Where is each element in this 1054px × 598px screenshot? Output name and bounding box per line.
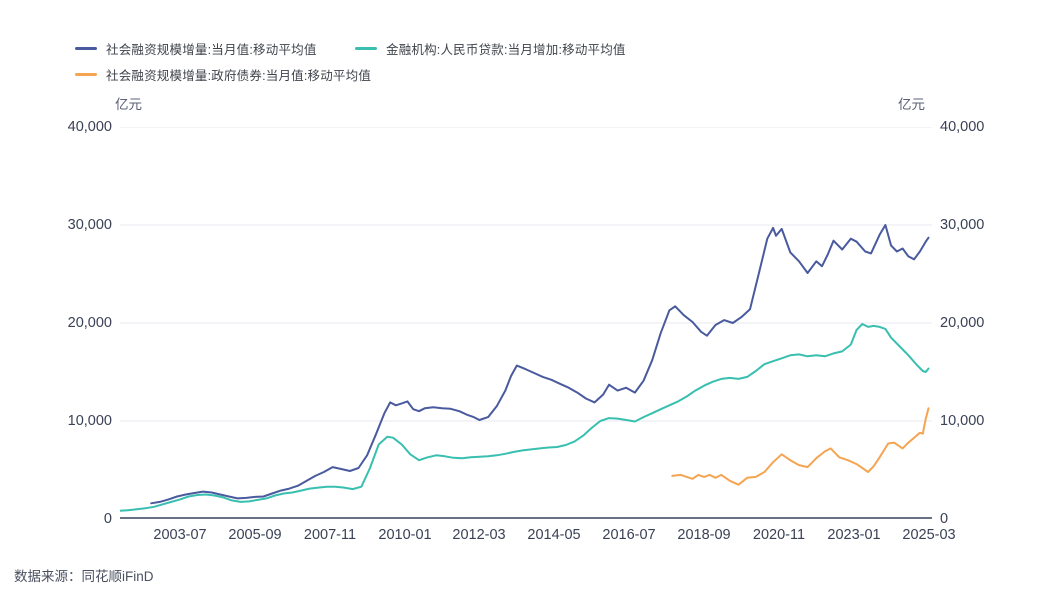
legend-item-govt-bonds[interactable]: 社会融资规模增量:政府债券:当月值:移动平均值 — [75, 66, 372, 83]
x-tick-label: 2007-11 — [303, 527, 357, 543]
y-tick-label-right: 40,000 — [940, 119, 985, 135]
y-tick-label-left: 30,000 — [67, 217, 112, 233]
legend-swatch-orange-icon — [75, 72, 97, 76]
x-tick-label: 2010-01 — [378, 527, 432, 543]
y-tick-label-right: 10,000 — [940, 413, 985, 429]
y-axis-unit-left: 亿元 — [115, 97, 142, 112]
legend-swatch-teal-icon — [355, 46, 377, 50]
y-tick-label-left: 40,000 — [67, 119, 112, 135]
series-line-1 — [119, 323, 930, 512]
y-tick-label-left: 10,000 — [67, 413, 112, 429]
x-tick-label: 2014-05 — [527, 527, 581, 543]
plot-area[interactable] — [119, 126, 932, 519]
x-tick-label: 2012-03 — [452, 527, 506, 543]
x-tick-label: 2020-11 — [752, 527, 806, 543]
legend-label: 社会融资规模增量:政府债券:当月值:移动平均值 — [106, 68, 372, 83]
data-source-note: 数据来源：同花顺iFinD — [14, 569, 154, 584]
legend-label: 社会融资规模增量:当月值:移动平均值 — [106, 42, 317, 57]
y-tick-label-right: 20,000 — [940, 315, 985, 331]
y-tick-label-right: 30,000 — [940, 217, 985, 233]
line-chart-svg — [119, 126, 932, 519]
y-tick-label-left: 20,000 — [67, 315, 112, 331]
y-tick-label-right: 0 — [940, 511, 949, 527]
x-tick-label: 2025-03 — [902, 527, 956, 543]
legend-swatch-navy-icon — [75, 46, 97, 50]
legend-item-social-financing[interactable]: 社会融资规模增量:当月值:移动平均值 — [75, 40, 317, 57]
y-axis-unit-right: 亿元 — [898, 97, 925, 112]
series-line-2 — [671, 407, 930, 486]
legend-label: 金融机构:人民币贷款:当月增加:移动平均值 — [386, 42, 626, 57]
x-tick-label: 2023-01 — [827, 527, 881, 543]
legend-item-rmb-loans[interactable]: 金融机构:人民币贷款:当月增加:移动平均值 — [355, 40, 626, 57]
x-tick-label: 2003-07 — [153, 527, 207, 543]
x-tick-label: 2018-09 — [677, 527, 731, 543]
x-tick-label: 2016-07 — [602, 527, 656, 543]
series-line-0 — [150, 224, 930, 505]
x-tick-label: 2005-09 — [228, 527, 282, 543]
y-tick-label-left: 0 — [103, 511, 112, 527]
